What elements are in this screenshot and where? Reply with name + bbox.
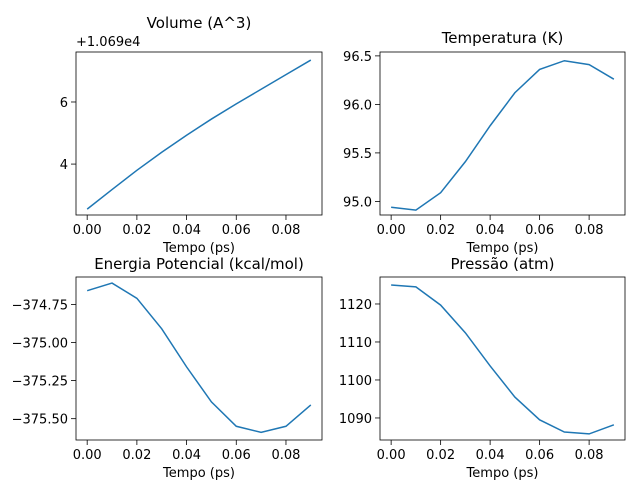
x-axis-label: Tempo (ps): [466, 466, 539, 480]
x-axis-label: Tempo (ps): [162, 241, 235, 256]
data-line: [391, 59, 615, 211]
x-tick-label: 0.08: [271, 223, 300, 238]
y-tick-label: 6: [60, 96, 68, 111]
y-tick-label: 1090: [339, 412, 372, 427]
x-tick-label: 0.08: [575, 223, 604, 238]
chart-title: Volume (A^3): [147, 14, 252, 32]
y-tick-label: 1100: [339, 374, 372, 389]
offset-text: +1.069e4: [76, 35, 140, 50]
chart-title: Energia Potencial (kcal/mol): [94, 255, 304, 273]
x-tick-label: 0.00: [377, 448, 406, 463]
x-tick-label: 0.00: [73, 448, 102, 463]
x-tick-label: 0.02: [426, 223, 455, 238]
x-tick-label: 0.04: [476, 223, 505, 238]
chart-title: Temperatura (K): [441, 29, 564, 47]
x-tick-label: 0.08: [575, 448, 604, 463]
y-tick-label: 1120: [339, 298, 372, 313]
data-line: [86, 282, 312, 434]
y-tick-label: −375.50: [12, 413, 68, 428]
y-tick-label: −375.00: [12, 337, 68, 352]
x-tick-label: 0.04: [172, 223, 201, 238]
x-tick-label: 0.02: [122, 223, 151, 238]
x-tick-label: 0.06: [525, 448, 554, 463]
x-tick-label: 0.00: [73, 223, 102, 238]
x-axis-label: Tempo (ps): [466, 241, 539, 256]
y-tick-label: 1110: [339, 336, 372, 351]
x-tick-label: 0.02: [426, 448, 455, 463]
x-tick-label: 0.02: [122, 448, 151, 463]
y-tick-label: −375.25: [12, 375, 68, 390]
data-line: [86, 59, 312, 210]
x-axis-label: Tempo (ps): [162, 466, 235, 480]
y-tick-label: 95.0: [343, 195, 372, 210]
x-tick-label: 0.04: [172, 448, 201, 463]
x-tick-label: 0.06: [222, 223, 251, 238]
x-tick-label: 0.06: [525, 223, 554, 238]
y-tick-label: −374.75: [12, 298, 68, 313]
chart-title: Pressão (atm): [450, 255, 554, 273]
x-tick-label: 0.06: [222, 448, 251, 463]
x-tick-label: 0.04: [476, 448, 505, 463]
axes-frame: [379, 51, 626, 216]
x-tick-label: 0.00: [377, 223, 406, 238]
y-tick-label: 96.0: [343, 98, 372, 113]
data-line: [391, 284, 615, 435]
y-tick-label: 96.5: [343, 50, 372, 65]
axes-frame: [75, 51, 323, 216]
y-tick-label: 95.5: [343, 147, 372, 162]
axes-frame: [379, 276, 626, 441]
y-tick-label: 4: [60, 158, 68, 173]
x-tick-label: 0.08: [271, 448, 300, 463]
axes-frame: [75, 276, 323, 441]
